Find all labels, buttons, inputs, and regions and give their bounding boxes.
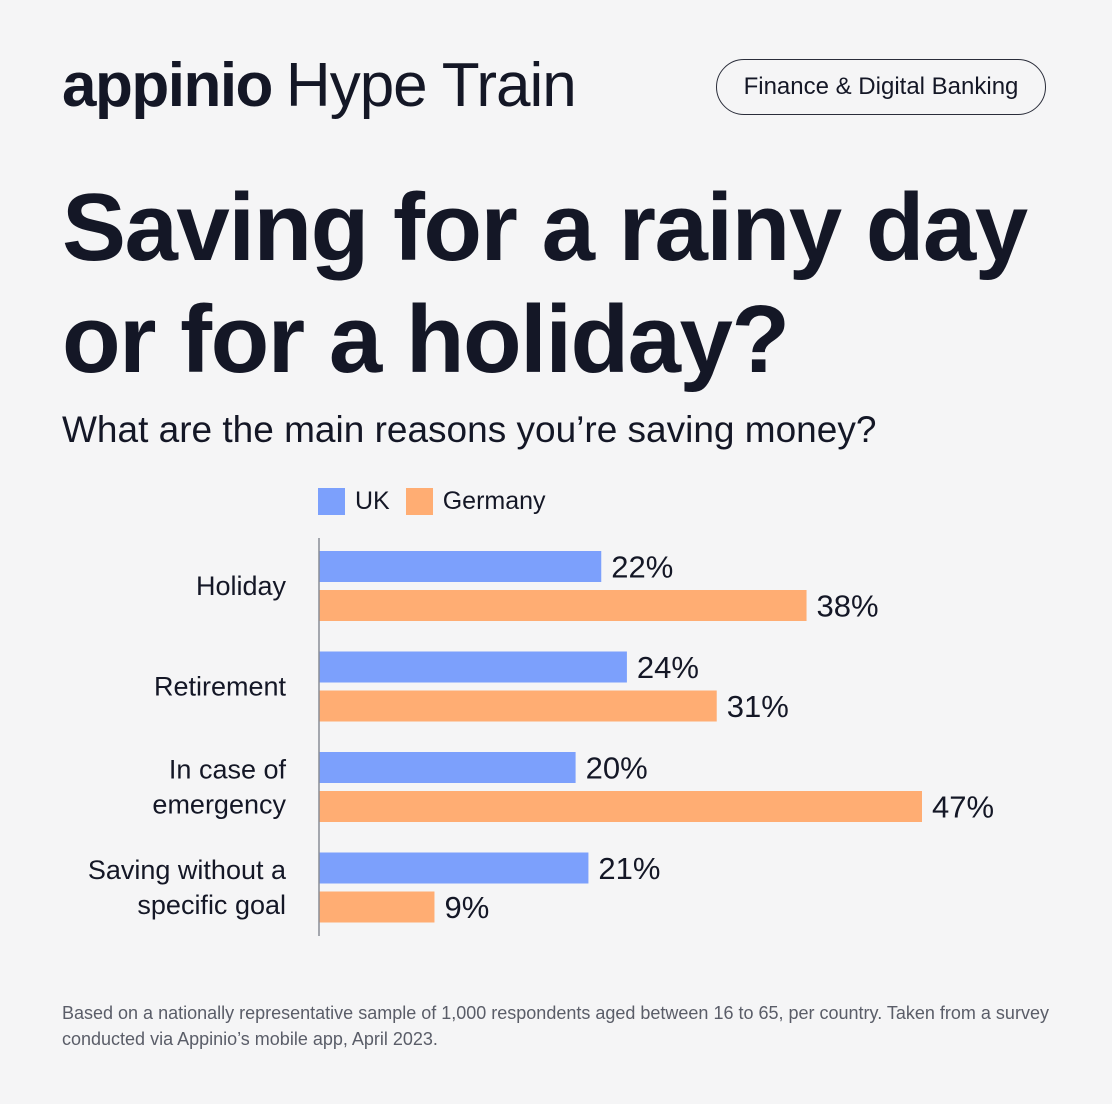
bar-germany-in-case-of-emergency <box>319 791 922 822</box>
bar-germany-retirement <box>319 690 717 722</box>
chart-subtitle: What are the main reasons you’re saving … <box>62 409 877 450</box>
legend-item-uk: UK <box>318 487 390 516</box>
data-label-germany-saving-without-a-specific-goal: 9% <box>444 890 489 925</box>
legend-item-germany: Germany <box>405 486 546 516</box>
category-label-holiday: Holiday <box>196 571 287 601</box>
brand-name: appinio <box>62 51 273 120</box>
data-label-germany-retirement: 31% <box>727 689 789 724</box>
data-label-uk-holiday: 22% <box>611 550 673 585</box>
legend-label-germany: Germany <box>442 486 546 515</box>
bar-uk-holiday <box>319 551 602 582</box>
data-label-germany-in-case-of-emergency: 47% <box>932 790 994 825</box>
data-label-uk-retirement: 24% <box>637 650 699 685</box>
chart-title: Saving for a rainy day or for a holiday? <box>62 174 1028 393</box>
data-label-germany-holiday: 38% <box>817 589 879 624</box>
category-pill: Finance & Digital Banking <box>716 59 1046 115</box>
bar-uk-retirement <box>319 651 627 683</box>
bar-uk-saving-without-a-specific-goal <box>319 852 589 884</box>
legend-swatch-germany <box>405 487 433 515</box>
chart-legend: UK Germany <box>318 484 562 518</box>
logo: appinio Hype Train <box>62 50 577 122</box>
footnote: Based on a nationally representative sam… <box>62 1003 1049 1049</box>
category-label-retirement: Retirement <box>154 672 287 702</box>
data-label-uk-saving-without-a-specific-goal: 21% <box>598 851 660 886</box>
legend-swatch-uk <box>318 487 345 515</box>
category-label-in-case-of-emergency: In case of <box>169 755 287 785</box>
data-label-uk-in-case-of-emergency: 20% <box>586 751 648 786</box>
product-name: Hype Train <box>285 51 577 120</box>
category-label-saving-without-a-specific-goal: specific goal <box>137 890 286 920</box>
bar-germany-saving-without-a-specific-goal <box>319 891 435 923</box>
bar-uk-in-case-of-emergency <box>319 752 576 783</box>
legend-label-uk: UK <box>355 486 390 515</box>
bar-germany-holiday <box>319 590 807 621</box>
category-label-saving-without-a-specific-goal: Saving without a <box>88 855 287 885</box>
category-label-in-case-of-emergency: emergency <box>152 790 286 820</box>
